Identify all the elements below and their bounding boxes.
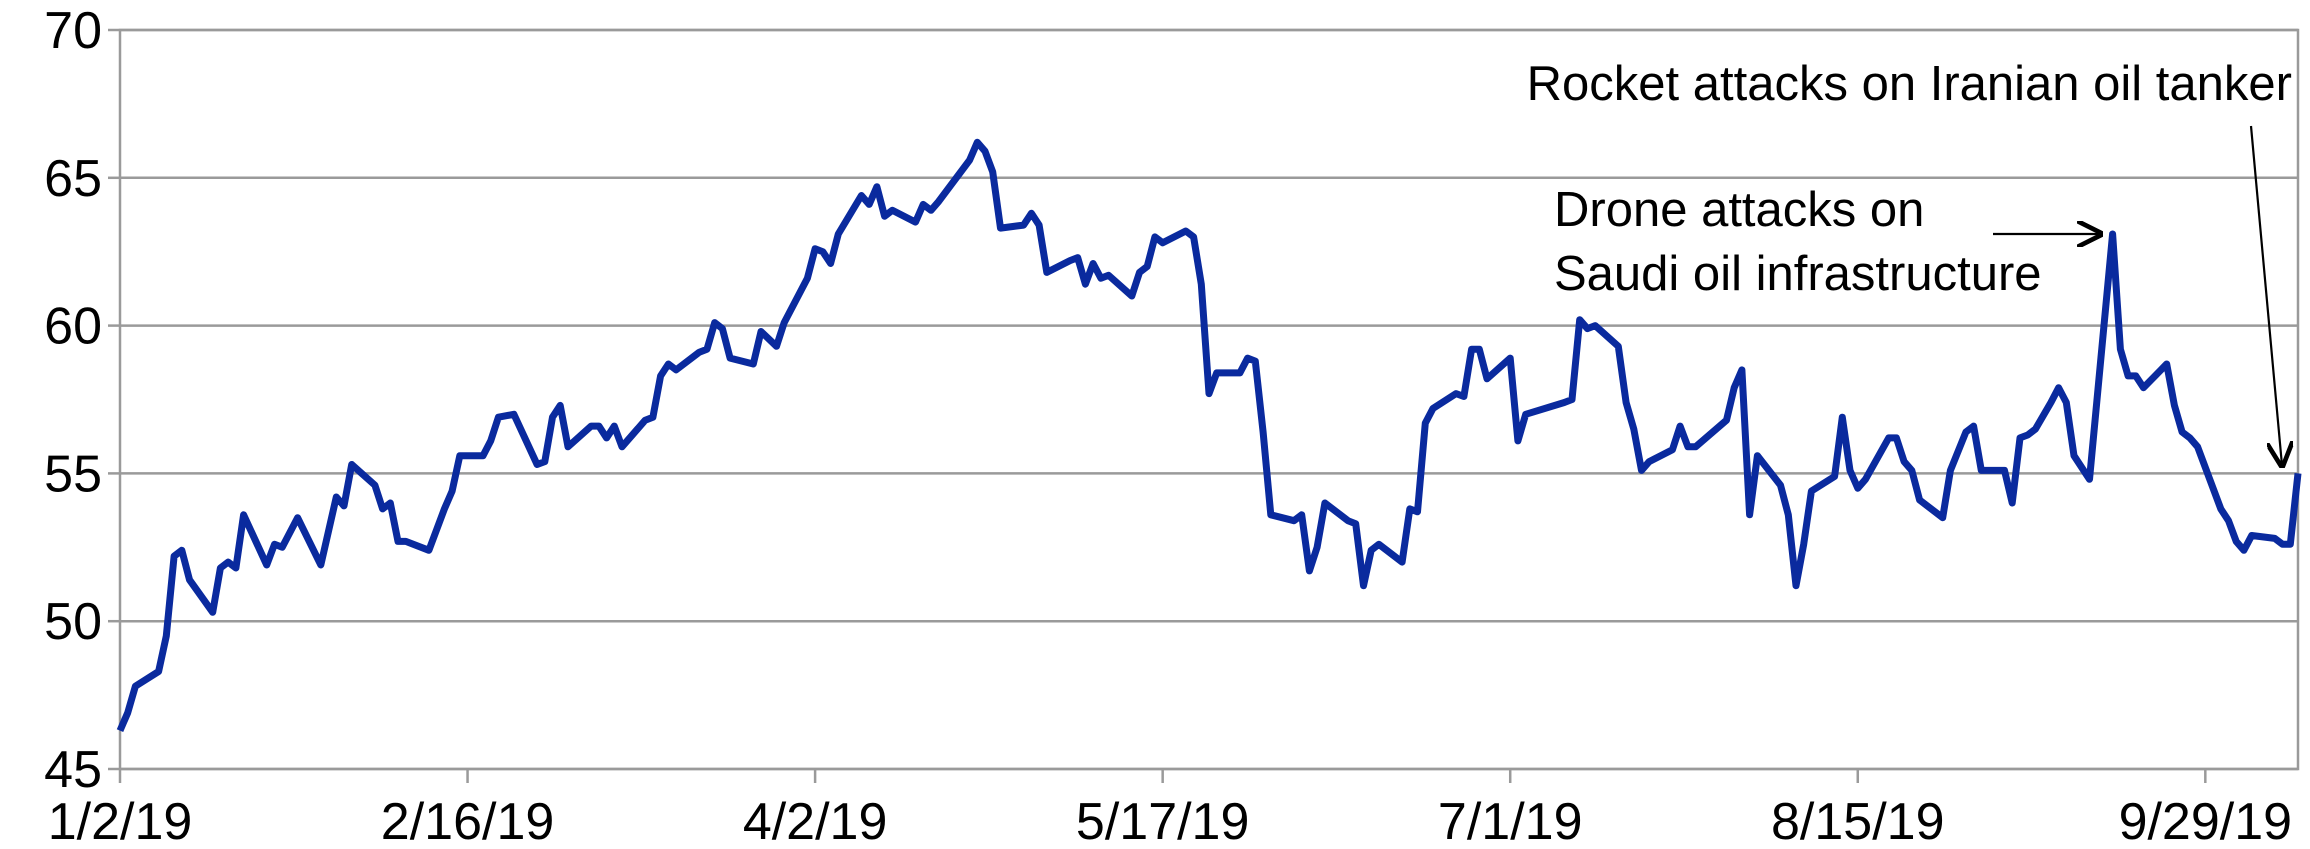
annotation: Drone attacks on	[1554, 183, 1924, 237]
y-tick-label: 50	[44, 593, 102, 651]
annotation: Rocket attacks on Iranian oil tanker	[1527, 57, 2292, 111]
y-tick-label: 65	[44, 150, 102, 208]
x-tick-label: 7/1/19	[1438, 793, 1583, 849]
x-tick-label: 4/2/19	[743, 793, 888, 849]
x-tick-label: 1/2/19	[48, 793, 193, 849]
y-tick-label: 45	[44, 741, 102, 799]
plot-frame	[118, 28, 2300, 771]
y-tick-label: 70	[44, 2, 102, 60]
x-tick-label: 9/29/19	[2119, 793, 2293, 849]
price-line	[116, 138, 2302, 732]
annotation: Saudi oil infrastructure	[1554, 247, 2042, 301]
x-tick-label: 8/15/19	[1771, 793, 1945, 849]
x-tick-label: 5/17/19	[1076, 793, 1250, 849]
y-tick-label: 55	[44, 445, 102, 503]
y-tick-label: 60	[44, 298, 102, 356]
x-tick-label: 2/16/19	[381, 793, 555, 849]
annotation-arrow	[2249, 125, 2282, 465]
